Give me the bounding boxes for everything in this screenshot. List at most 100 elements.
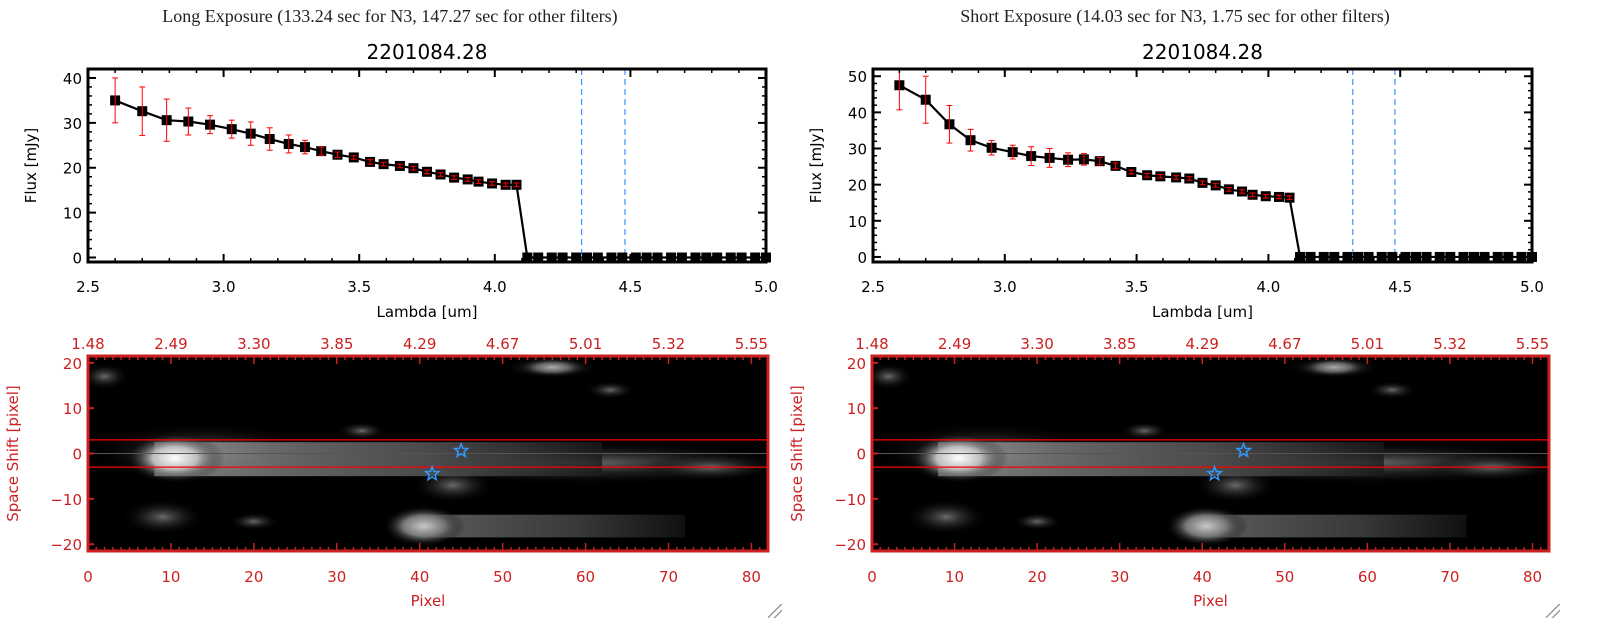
y-tick-label: 30 bbox=[63, 115, 82, 133]
x-tick-label: 40 bbox=[410, 568, 429, 586]
y-tick-label: 10 bbox=[847, 400, 866, 418]
wavelength-tick-label: 4.29 bbox=[1186, 335, 1219, 353]
x-tick-label: 20 bbox=[244, 568, 263, 586]
panel-heading: Long Exposure (133.24 sec for N3, 147.27… bbox=[162, 6, 617, 27]
data-point bbox=[1295, 251, 1306, 262]
faint-source bbox=[1119, 421, 1170, 440]
y-tick-label: −10 bbox=[834, 491, 866, 509]
y-tick-label: 10 bbox=[848, 213, 867, 231]
data-point bbox=[1305, 251, 1316, 262]
x-tick-label: 20 bbox=[1028, 568, 1047, 586]
x-tick-label: 4.5 bbox=[618, 278, 642, 296]
y-tick-label: −20 bbox=[50, 536, 82, 554]
wavelength-tick-label: 2.49 bbox=[154, 335, 187, 353]
y-tick-label: 20 bbox=[63, 160, 82, 178]
x-tick-label: 3.0 bbox=[993, 278, 1017, 296]
star-marker-icon bbox=[1205, 464, 1224, 482]
secondary-source bbox=[1165, 505, 1248, 547]
chart-title: 2201084.28 bbox=[1142, 40, 1263, 64]
x-tick-label: 0 bbox=[83, 568, 93, 586]
spectrum-trace-secondary bbox=[1202, 514, 1467, 538]
bright-source bbox=[125, 433, 225, 483]
spectrum-trace bbox=[938, 442, 1384, 477]
x-axis-label: Pixel bbox=[1193, 592, 1228, 610]
data-point bbox=[1400, 251, 1411, 262]
wavelength-tick-label: 5.32 bbox=[1433, 335, 1466, 353]
x-tick-label: 30 bbox=[327, 568, 346, 586]
wavelength-tick-label: 5.01 bbox=[569, 335, 602, 353]
x-tick-label: 70 bbox=[1440, 568, 1459, 586]
data-point bbox=[1363, 251, 1374, 262]
data-point bbox=[1479, 251, 1490, 262]
y-tick-label: 40 bbox=[848, 104, 867, 122]
spectrum-trace bbox=[154, 442, 603, 477]
y-tick-label: 0 bbox=[72, 250, 82, 268]
data-point bbox=[1469, 251, 1480, 262]
x-tick-label: 40 bbox=[1193, 568, 1212, 586]
panel-1: Short Exposure (14.03 sec for N3, 1.75 s… bbox=[788, 6, 1551, 610]
x-tick-label: 80 bbox=[742, 568, 761, 586]
x-tick-label: 50 bbox=[1275, 568, 1294, 586]
x-tick-label: 3.0 bbox=[212, 278, 236, 296]
data-point bbox=[1458, 251, 1469, 262]
wavelength-tick-label: 1.48 bbox=[71, 335, 104, 353]
series-line bbox=[898, 84, 1532, 259]
wavelength-tick-label: 2.49 bbox=[938, 335, 971, 353]
faint-source bbox=[872, 362, 914, 391]
x-tick-label: 3.5 bbox=[347, 278, 371, 296]
wavelength-tick-label: 4.67 bbox=[486, 335, 519, 353]
top-source bbox=[519, 358, 586, 377]
wavelength-tick-label: 1.48 bbox=[855, 335, 888, 353]
spectral-image: 0 1.48 10 2.49 20 3.30 30 3.85 40 4.29 50 4.67 60 5.0… bbox=[788, 335, 1551, 610]
y-tick-label: 0 bbox=[72, 446, 82, 464]
data-point bbox=[1434, 251, 1445, 262]
wavelength-tick-label: 4.67 bbox=[1268, 335, 1301, 353]
y-tick-label: −10 bbox=[50, 491, 82, 509]
x-tick-label: 60 bbox=[1358, 568, 1377, 586]
y-tick-label: 20 bbox=[63, 355, 82, 373]
x-axis-label: Lambda [um] bbox=[377, 303, 478, 321]
bright-source bbox=[909, 433, 1009, 483]
x-tick-label: 5.0 bbox=[754, 278, 778, 296]
y-tick-label: 30 bbox=[848, 141, 867, 159]
resize-grip-icon-left[interactable] bbox=[768, 604, 782, 618]
star-marker-icon bbox=[423, 464, 441, 482]
x-tick-label: 0 bbox=[867, 568, 877, 586]
wavelength-tick-label: 3.30 bbox=[237, 335, 270, 353]
panel-heading: Short Exposure (14.03 sec for N3, 1.75 s… bbox=[960, 6, 1389, 27]
y-axis-label: Flux [mJy] bbox=[22, 128, 40, 204]
faint-source bbox=[121, 498, 205, 536]
y-axis-label: Space Shift [pixel] bbox=[4, 385, 22, 522]
x-tick-label: 4.0 bbox=[483, 278, 507, 296]
data-point bbox=[1411, 251, 1422, 262]
data-point bbox=[1387, 251, 1398, 262]
resize-grip-icon-right[interactable] bbox=[1546, 604, 1560, 618]
x-tick-label: 3.5 bbox=[1125, 278, 1149, 296]
faint-source bbox=[905, 498, 988, 536]
wavelength-tick-label: 4.29 bbox=[403, 335, 436, 353]
x-tick-label: 70 bbox=[659, 568, 678, 586]
y-tick-label: −20 bbox=[834, 536, 866, 554]
y-tick-label: 10 bbox=[63, 400, 82, 418]
chart-title: 2201084.28 bbox=[367, 40, 488, 64]
y-tick-label: 50 bbox=[848, 68, 867, 86]
top-source bbox=[1301, 358, 1368, 377]
x-tick-label: 4.0 bbox=[1256, 278, 1280, 296]
spectral-image: 0 1.48 10 2.49 20 3.30 30 3.85 40 4.29 50 4.67 60 5.0… bbox=[4, 335, 770, 610]
wavelength-tick-label: 3.30 bbox=[1020, 335, 1053, 353]
wavelength-tick-label: 3.85 bbox=[1103, 335, 1136, 353]
data-point bbox=[1329, 251, 1340, 262]
x-tick-label: 2.5 bbox=[861, 278, 885, 296]
faint-source bbox=[228, 512, 279, 531]
y-tick-label: 20 bbox=[848, 177, 867, 195]
y-tick-label: 40 bbox=[63, 70, 82, 88]
y-tick-label: 20 bbox=[847, 355, 866, 373]
faint-source bbox=[88, 362, 130, 391]
spectrum-trace-secondary bbox=[419, 514, 686, 538]
plot-frame bbox=[871, 67, 1534, 264]
spectrum-plot: 2.5 3.0 3.5 4.0 4.5 5.0 0 10 20 30 40 50 Lambda [um]… bbox=[807, 67, 1544, 321]
x-tick-label: 4.5 bbox=[1388, 278, 1412, 296]
x-tick-label: 10 bbox=[945, 568, 964, 586]
x-tick-label: 80 bbox=[1523, 568, 1542, 586]
